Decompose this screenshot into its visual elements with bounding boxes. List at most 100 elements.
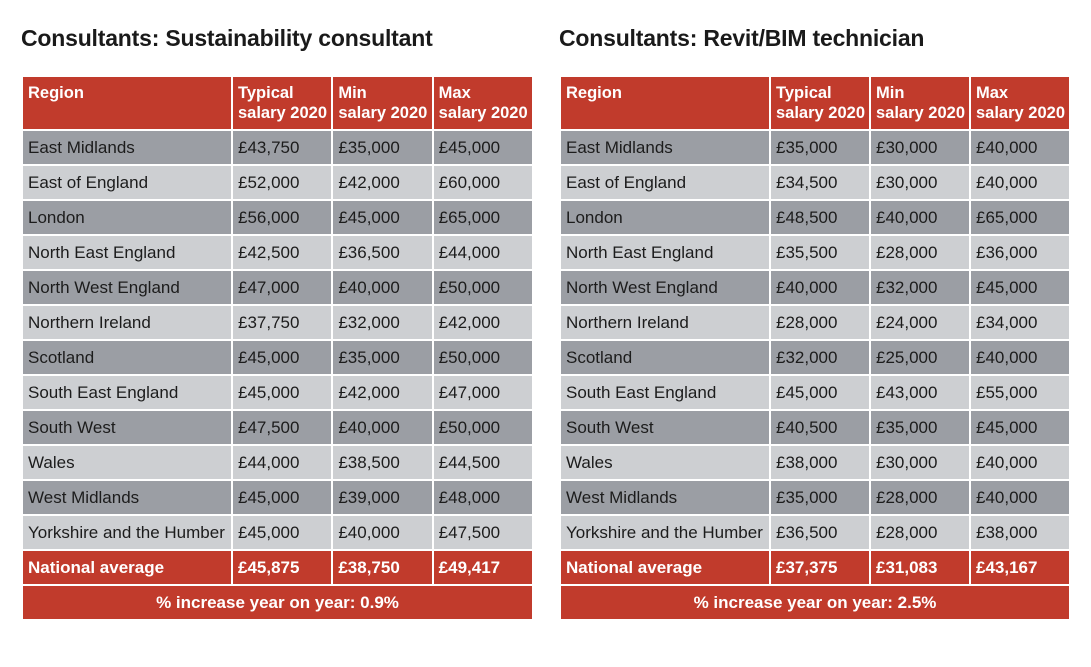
typical-salary-cell: £44,000 [230, 444, 334, 481]
max-salary-cell: £40,000 [969, 129, 1071, 166]
typical-header-line1: Typical [238, 84, 294, 102]
region-cell: East of England [559, 164, 771, 201]
typical-salary-cell: £52,000 [230, 164, 334, 201]
max-salary-cell: £40,000 [969, 444, 1071, 481]
typical-salary-cell: £47,000 [230, 269, 334, 306]
region-cell: West Midlands [21, 479, 233, 516]
average-min: £38,750 [331, 549, 434, 586]
region-cell: Yorkshire and the Humber [559, 514, 771, 551]
max-salary-cell: £47,500 [431, 514, 535, 551]
max-salary-cell: £50,000 [431, 409, 535, 446]
table-row: East Midlands £35,000 £30,000 £40,000 [559, 129, 1071, 166]
typical-salary-cell: £32,000 [769, 339, 871, 376]
max-header-line2: salary 2020 [438, 104, 528, 122]
max-salary-cell: £50,000 [431, 269, 535, 306]
min-salary-cell: £42,000 [331, 164, 434, 201]
min-salary-cell: £24,000 [869, 304, 971, 341]
salary-table: Region Typical salary 2020 Min salary 2020… [21, 75, 535, 621]
region-cell: Wales [21, 444, 233, 481]
max-salary-cell: £38,000 [969, 514, 1071, 551]
table-row: South West £47,500 £40,000 £50,000 [21, 409, 535, 446]
region-cell: Scotland [559, 339, 771, 376]
max-salary-cell: £47,000 [431, 374, 535, 411]
min-salary-cell: £36,500 [331, 234, 434, 271]
average-label: National average [559, 549, 771, 586]
min-salary-cell: £35,000 [869, 409, 971, 446]
table-row: Wales £38,000 £30,000 £40,000 [559, 444, 1071, 481]
table-row: West Midlands £45,000 £39,000 £48,000 [21, 479, 535, 516]
max-salary-header: Max salary 2020 [969, 75, 1071, 131]
max-salary-cell: £65,000 [969, 199, 1071, 236]
max-salary-cell: £65,000 [431, 199, 535, 236]
typical-salary-cell: £48,500 [769, 199, 871, 236]
min-salary-cell: £40,000 [331, 269, 434, 306]
max-salary-cell: £48,000 [431, 479, 535, 516]
typical-salary-cell: £45,000 [230, 374, 334, 411]
min-salary-cell: £32,000 [331, 304, 434, 341]
region-cell: South West [559, 409, 771, 446]
typical-salary-cell: £28,000 [769, 304, 871, 341]
typical-salary-cell: £35,500 [769, 234, 871, 271]
typical-salary-cell: £56,000 [230, 199, 334, 236]
average-typical: £37,375 [769, 549, 871, 586]
table-row: Scotland £32,000 £25,000 £40,000 [559, 339, 1071, 376]
region-cell: East Midlands [559, 129, 771, 166]
typical-salary-cell: £35,000 [769, 479, 871, 516]
region-cell: South West [21, 409, 233, 446]
max-salary-cell: £34,000 [969, 304, 1071, 341]
region-cell: North East England [559, 234, 771, 271]
max-header-line1: Max [976, 84, 1009, 102]
typical-salary-cell: £37,750 [230, 304, 334, 341]
typical-salary-cell: £38,000 [769, 444, 871, 481]
typical-salary-cell: £45,000 [230, 339, 334, 376]
yoy-increase-row: % increase year on year: 0.9% [21, 584, 534, 621]
region-cell: London [559, 199, 771, 236]
max-salary-cell: £44,500 [431, 444, 535, 481]
min-salary-cell: £25,000 [869, 339, 971, 376]
table-row: Yorkshire and the Humber £36,500 £28,000 £3… [559, 514, 1071, 551]
min-salary-cell: £39,000 [331, 479, 434, 516]
min-salary-cell: £28,000 [869, 514, 971, 551]
region-header: Region [559, 75, 771, 131]
min-header-line1: Min [338, 84, 367, 102]
typical-salary-cell: £40,000 [769, 269, 871, 306]
table-row: East of England £52,000 £42,000 £60,000 [21, 164, 535, 201]
average-max: £43,167 [969, 549, 1071, 586]
yoy-increase-text: % increase year on year: 0.9% [21, 584, 534, 621]
region-cell: North East England [21, 234, 233, 271]
typical-salary-cell: £35,000 [769, 129, 871, 166]
region-cell: Northern Ireland [559, 304, 771, 341]
min-salary-cell: £45,000 [331, 199, 434, 236]
table-row: Wales £44,000 £38,500 £44,500 [21, 444, 535, 481]
max-salary-cell: £40,000 [969, 479, 1071, 516]
max-salary-cell: £60,000 [431, 164, 535, 201]
region-cell: East of England [21, 164, 233, 201]
min-salary-header: Min salary 2020 [331, 75, 434, 131]
min-salary-cell: £30,000 [869, 129, 971, 166]
max-header-line1: Max [438, 84, 471, 102]
min-salary-cell: £40,000 [331, 409, 434, 446]
national-average-row: National average £45,875 £38,750 £49,417 [21, 549, 535, 586]
min-salary-cell: £35,000 [331, 129, 434, 166]
region-cell: West Midlands [559, 479, 771, 516]
min-header-line2: salary 2020 [338, 104, 428, 122]
table-row: South West £40,500 £35,000 £45,000 [559, 409, 1071, 446]
region-header-label: Region [28, 84, 84, 102]
average-min: £31,083 [869, 549, 971, 586]
salary-rows: East Midlands £43,750 £35,000 £45,000 East o… [21, 129, 535, 551]
max-salary-cell: £40,000 [969, 339, 1071, 376]
average-typical: £45,875 [230, 549, 334, 586]
typical-salary-cell: £40,500 [769, 409, 871, 446]
max-salary-cell: £40,000 [969, 164, 1071, 201]
region-cell: North West England [21, 269, 233, 306]
table-row: South East England £45,000 £43,000 £55,000 [559, 374, 1071, 411]
header-row: Region Typical salary 2020 Min salary 2020… [21, 75, 535, 131]
typical-salary-cell: £45,000 [230, 514, 334, 551]
region-cell: North West England [559, 269, 771, 306]
salary-table: Region Typical salary 2020 Min salary 2020… [559, 75, 1071, 621]
typical-salary-cell: £45,000 [769, 374, 871, 411]
average-max: £49,417 [431, 549, 535, 586]
table-row: Yorkshire and the Humber £45,000 £40,000 £4… [21, 514, 535, 551]
max-salary-cell: £36,000 [969, 234, 1071, 271]
table-row: East Midlands £43,750 £35,000 £45,000 [21, 129, 535, 166]
